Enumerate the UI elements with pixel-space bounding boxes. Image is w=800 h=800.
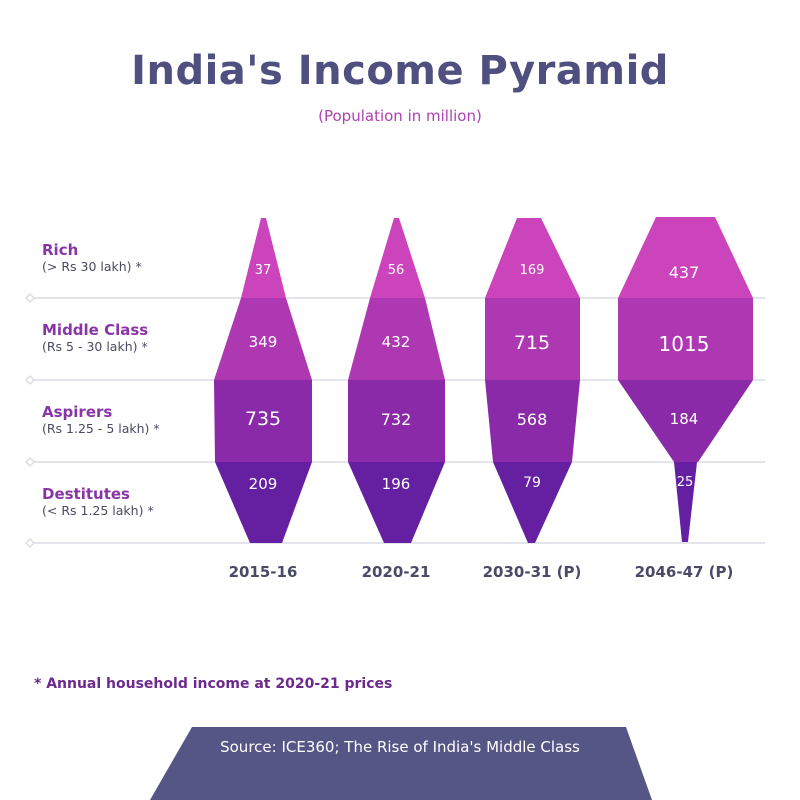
category-middle-class: Middle Class (Rs 5 - 30 lakh) * xyxy=(42,321,148,355)
column-2020-21 xyxy=(348,218,445,543)
chart-subtitle: (Population in million) xyxy=(318,107,482,125)
column-2046-47 xyxy=(618,217,753,542)
category-name: Middle Class xyxy=(42,321,149,339)
category-range: (Rs 1.25 - 5 lakh) * xyxy=(42,421,160,436)
x-label-2030-31: 2030-31 (P) xyxy=(482,563,582,581)
segment-middle xyxy=(214,298,312,380)
segment-aspirers xyxy=(214,380,312,462)
column-2030-31 xyxy=(485,218,580,543)
source-text: Source: ICE360; The Rise of India's Midd… xyxy=(220,738,580,756)
footnote: * Annual household income at 2020-21 pri… xyxy=(34,676,393,692)
chart-title: India's Income Pyramid xyxy=(131,48,669,94)
category-name: Aspirers xyxy=(42,403,113,421)
category-name: Rich xyxy=(42,241,79,259)
source-banner xyxy=(150,727,652,800)
x-label-2015-16: 2015-16 xyxy=(228,563,298,581)
x-label-2046-47: 2046-47 (P) xyxy=(634,563,734,581)
x-label-2020-21: 2020-21 xyxy=(361,563,431,581)
segment-rich xyxy=(241,218,286,298)
category-destitutes: Destitutes (< Rs 1.25 lakh) * xyxy=(42,485,154,519)
category-aspirers: Aspirers (Rs 1.25 - 5 lakh) * xyxy=(42,403,160,437)
category-name: Destitutes xyxy=(42,485,130,503)
category-range: (> Rs 30 lakh) * xyxy=(42,259,142,274)
diamond-marker-icon xyxy=(24,292,36,304)
category-rich: Rich (> Rs 30 lakh) * xyxy=(42,241,142,275)
category-range: (< Rs 1.25 lakh) * xyxy=(42,503,154,518)
segment-destitutes xyxy=(215,462,312,543)
diamond-marker-icon xyxy=(24,456,36,468)
column-2015-16 xyxy=(214,218,312,543)
category-range: (Rs 5 - 30 lakh) * xyxy=(42,339,148,354)
diamond-marker-icon xyxy=(24,374,36,386)
diamond-marker-icon xyxy=(24,537,36,549)
